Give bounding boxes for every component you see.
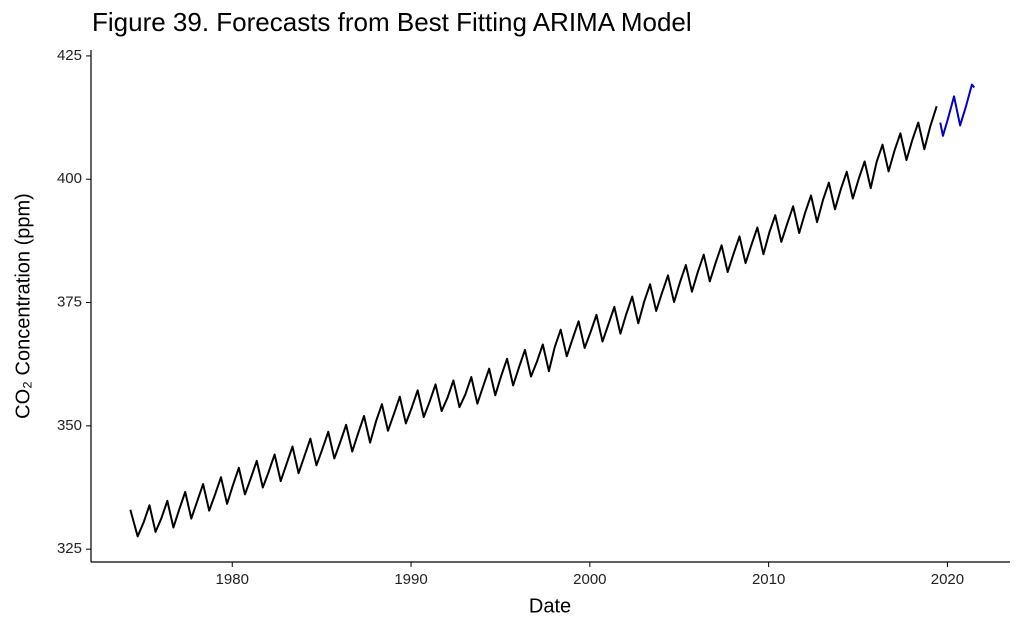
line-series [939, 83, 976, 137]
x-tick-label: 2010 [752, 571, 785, 588]
y-tick-label: 325 [57, 540, 82, 557]
line-series [129, 105, 938, 538]
y-tick-label: 350 [57, 417, 82, 434]
y-axis-title: CO₂ Concentration (ppm) [12, 193, 34, 419]
y-tick-label: 400 [57, 170, 82, 187]
y-tick-label: 375 [57, 294, 82, 311]
x-tick-label: 1990 [394, 571, 427, 588]
chart-title: Figure 39. Forecasts from Best Fitting A… [92, 7, 692, 37]
x-tick-label: 2000 [573, 571, 606, 588]
x-tick-label: 1980 [216, 571, 249, 588]
x-tick-label: 2020 [931, 571, 964, 588]
y-tick-label: 425 [57, 47, 82, 64]
x-axis-title: Date [529, 595, 571, 617]
